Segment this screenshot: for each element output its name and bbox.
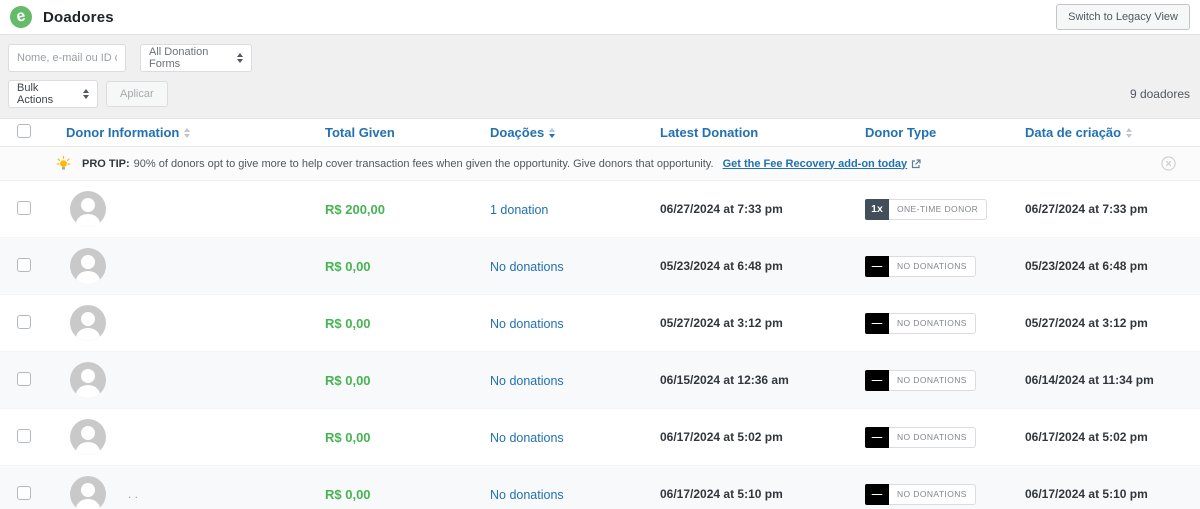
search-input[interactable] bbox=[8, 44, 126, 72]
donors-table: Donor Information Total Given Doações La… bbox=[0, 118, 1200, 509]
select-arrows-icon bbox=[237, 53, 243, 63]
column-header-creation-date[interactable]: Data de criação bbox=[1025, 125, 1200, 140]
page-title: Doadores bbox=[43, 8, 114, 26]
fee-recovery-link[interactable]: Get the Fee Recovery add-on today bbox=[723, 158, 922, 170]
total-given: R$ 0,00 bbox=[325, 372, 371, 388]
donor-type-label: NO DONATIONS bbox=[889, 255, 976, 277]
donor-type-count: — bbox=[865, 255, 889, 277]
row-checkbox[interactable] bbox=[17, 485, 31, 500]
pro-tip-text: 90% of donors opt to give more to help c… bbox=[133, 157, 714, 170]
donor-type-label: ONE-TIME DONOR bbox=[889, 198, 988, 220]
total-given: R$ 0,00 bbox=[325, 315, 371, 331]
latest-donation-date: 06/15/2024 at 12:36 am bbox=[660, 373, 789, 387]
donor-avatar[interactable] bbox=[70, 248, 106, 284]
external-link-icon bbox=[912, 158, 921, 168]
sort-icon bbox=[184, 127, 191, 138]
donations-link[interactable]: No donations bbox=[490, 316, 564, 331]
creation-date: 05/27/2024 at 3:12 pm bbox=[1025, 316, 1148, 330]
creation-date: 06/27/2024 at 7:33 pm bbox=[1025, 202, 1148, 216]
donor-avatar[interactable] bbox=[70, 191, 106, 227]
pro-tip-banner: PRO TIP: 90% of donors opt to give more … bbox=[0, 147, 1200, 181]
sort-icon-active bbox=[549, 127, 556, 138]
pro-tip-label: PRO TIP: bbox=[82, 157, 130, 170]
table-row: R$ 0,00 No donations 05/27/2024 at 3:12 … bbox=[0, 295, 1200, 352]
table-header-row: Donor Information Total Given Doações La… bbox=[0, 119, 1200, 147]
donor-type-label: NO DONATIONS bbox=[889, 426, 976, 448]
donor-avatar[interactable] bbox=[70, 305, 106, 341]
filter-row: All Donation Forms bbox=[0, 35, 1200, 80]
select-all-checkbox[interactable] bbox=[17, 124, 31, 138]
givewp-logo-icon: e bbox=[7, 3, 35, 31]
table-row: R$ 0,00 No donations 06/17/2024 at 5:02 … bbox=[0, 409, 1200, 466]
row-checkbox[interactable] bbox=[17, 314, 31, 329]
column-header-donor-information[interactable]: Donor Information bbox=[50, 125, 325, 140]
total-given: R$ 0,00 bbox=[325, 429, 371, 445]
row-checkbox[interactable] bbox=[17, 200, 31, 215]
row-checkbox[interactable] bbox=[17, 371, 31, 386]
dismiss-pro-tip-icon[interactable] bbox=[1161, 156, 1176, 171]
row-checkbox[interactable] bbox=[17, 428, 31, 443]
donor-type-badge: — NO DONATIONS bbox=[865, 426, 976, 448]
lightbulb-icon bbox=[56, 156, 71, 171]
donor-avatar[interactable] bbox=[70, 362, 106, 398]
donor-type-badge: — NO DONATIONS bbox=[865, 483, 976, 505]
table-row: . . R$ 0,00 No donations 06/17/2024 at 5… bbox=[0, 466, 1200, 509]
apply-button[interactable]: Aplicar bbox=[106, 81, 168, 107]
column-header-total-given[interactable]: Total Given bbox=[325, 125, 395, 140]
table-row: R$ 0,00 No donations 05/23/2024 at 6:48 … bbox=[0, 238, 1200, 295]
donor-avatar[interactable] bbox=[70, 419, 106, 455]
total-given: R$ 200,00 bbox=[325, 201, 385, 217]
donor-type-count: — bbox=[865, 312, 889, 334]
column-header-latest-donation[interactable]: Latest Donation bbox=[660, 125, 759, 140]
switch-legacy-view-button[interactable]: Switch to Legacy View bbox=[1056, 4, 1190, 30]
top-bar: e Doadores Switch to Legacy View bbox=[0, 0, 1200, 35]
column-header-donor-type[interactable]: Donor Type bbox=[865, 125, 937, 140]
select-arrows-icon bbox=[83, 89, 89, 99]
table-row: R$ 200,00 1 donation 06/27/2024 at 7:33 … bbox=[0, 181, 1200, 238]
table-row: R$ 0,00 No donations 06/15/2024 at 12:36… bbox=[0, 352, 1200, 409]
donor-type-badge: 1x ONE-TIME DONOR bbox=[865, 198, 988, 220]
donor-type-count: — bbox=[865, 426, 889, 448]
donor-avatar[interactable] bbox=[70, 476, 106, 509]
donor-type-count: 1x bbox=[865, 198, 889, 220]
donations-link[interactable]: No donations bbox=[490, 373, 564, 388]
bulk-actions-select-value: Bulk Actions bbox=[17, 82, 54, 106]
donor-type-badge: — NO DONATIONS bbox=[865, 312, 976, 334]
donor-type-badge: — NO DONATIONS bbox=[865, 255, 976, 277]
column-header-donations[interactable]: Doações bbox=[490, 125, 660, 140]
row-checkbox[interactable] bbox=[17, 257, 31, 272]
donor-type-label: NO DONATIONS bbox=[889, 312, 976, 334]
bulk-actions-select[interactable]: Bulk Actions bbox=[8, 80, 98, 108]
latest-donation-date: 05/23/2024 at 6:48 pm bbox=[660, 259, 783, 273]
donor-count: 9 doadores bbox=[1129, 87, 1190, 101]
donor-type-count: — bbox=[865, 483, 889, 505]
donations-link[interactable]: No donations bbox=[490, 430, 564, 445]
donation-forms-select[interactable]: All Donation Forms bbox=[140, 44, 252, 72]
donations-link[interactable]: 1 donation bbox=[490, 202, 549, 217]
total-given: R$ 0,00 bbox=[325, 486, 371, 502]
donor-type-label: NO DONATIONS bbox=[889, 483, 976, 505]
creation-date: 06/17/2024 at 5:02 pm bbox=[1025, 430, 1148, 444]
latest-donation-date: 05/27/2024 at 3:12 pm bbox=[660, 316, 783, 330]
latest-donation-date: 06/17/2024 at 5:02 pm bbox=[660, 430, 783, 444]
latest-donation-date: 06/17/2024 at 5:10 pm bbox=[660, 487, 783, 501]
donor-type-label: NO DONATIONS bbox=[889, 369, 976, 391]
donor-type-count: — bbox=[865, 369, 889, 391]
donations-link[interactable]: No donations bbox=[490, 259, 564, 274]
creation-date: 05/23/2024 at 6:48 pm bbox=[1025, 259, 1148, 273]
sort-icon bbox=[1126, 127, 1133, 138]
donations-link[interactable]: No donations bbox=[490, 487, 564, 502]
donor-name[interactable]: . . bbox=[128, 487, 139, 501]
donation-forms-select-value: All Donation Forms bbox=[149, 46, 209, 70]
creation-date: 06/17/2024 at 5:10 pm bbox=[1025, 487, 1148, 501]
donor-type-badge: — NO DONATIONS bbox=[865, 369, 976, 391]
creation-date: 06/14/2024 at 11:34 pm bbox=[1025, 373, 1154, 387]
total-given: R$ 0,00 bbox=[325, 258, 371, 274]
latest-donation-date: 06/27/2024 at 7:33 pm bbox=[660, 202, 783, 216]
bulk-actions-row: Bulk Actions Aplicar 9 doadores bbox=[0, 80, 1200, 118]
